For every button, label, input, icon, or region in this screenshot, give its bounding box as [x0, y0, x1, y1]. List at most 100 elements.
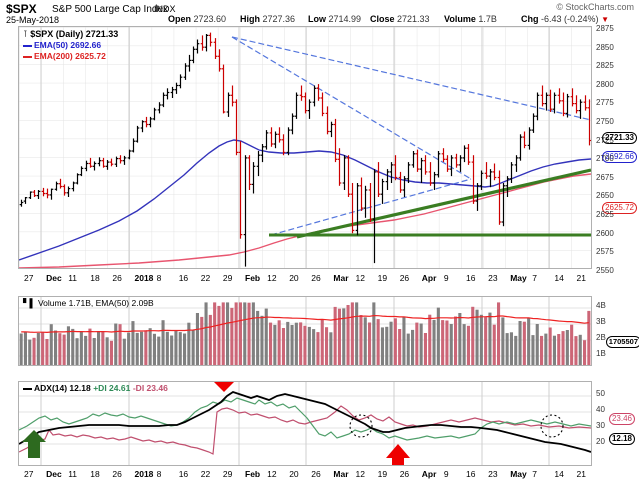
volume-bar — [234, 302, 238, 365]
change-field: Chg -6.43 (-0.24%) ▼ — [521, 14, 609, 24]
ema200-swatch-icon — [23, 55, 32, 58]
volume-bar — [458, 313, 462, 365]
x-axis-tick: 7 — [532, 273, 538, 283]
volume-bar — [303, 325, 307, 365]
volume-bar — [105, 337, 109, 365]
volume-bar — [497, 302, 501, 365]
ohlc-bar — [204, 34, 209, 52]
ohlc-bar — [23, 197, 28, 204]
x-axis-tick: 8 — [156, 469, 162, 479]
volume-bar — [342, 308, 346, 365]
x-axis-tick: 21 — [576, 273, 586, 283]
x-axis-tick: 8 — [156, 273, 162, 283]
ohlc-bar — [174, 82, 179, 94]
volume-bar — [54, 330, 58, 365]
x-axis-tick: 21 — [576, 469, 586, 479]
axis-tick: 2725 — [596, 135, 614, 145]
ohlc-bar — [531, 113, 536, 133]
close-value: 2721.33 — [397, 14, 430, 24]
volume-bar — [350, 302, 354, 365]
ohlc-bar — [363, 185, 368, 218]
x-axis-tick: 18 — [90, 469, 100, 479]
adx-legend-label: ADX(14) 12.18 — [34, 383, 91, 393]
ohlc-bar — [54, 181, 59, 191]
ohlc-bar — [398, 171, 403, 193]
volume-bar — [475, 309, 479, 365]
ohlc-bar — [436, 151, 441, 178]
high-label: High — [240, 14, 260, 24]
ohlc-bar — [234, 99, 239, 156]
x-axis-tick: 12 — [267, 469, 277, 479]
ohlc-bar — [114, 156, 119, 167]
volume-bar — [359, 315, 363, 365]
trendline-blue-lower — [231, 36, 591, 121]
x-axis-tick: 9 — [443, 273, 449, 283]
volume-panel[interactable]: 1705507 ▘▌ Volume 1.71B, EMA(50) 2.09B — [18, 296, 639, 366]
price-panel[interactable]: 2721.33 2692.66 2625.72 ⊺ $SPX (Daily) 2… — [18, 26, 637, 269]
volume-bar — [333, 306, 337, 365]
volume-bar — [544, 333, 548, 365]
x-axis-tick: 23 — [488, 273, 498, 283]
ohlc-bar — [213, 38, 218, 59]
volume-bar — [101, 331, 105, 365]
volume-bar — [363, 317, 367, 365]
volume-bar — [402, 317, 406, 365]
ohlc-bar — [527, 127, 532, 150]
volume-bar — [118, 324, 122, 365]
axis-tick: 20 — [596, 437, 605, 446]
adx-panel[interactable]: 23.46 12.18 ADX(14) 12.18 +DI 24.61 -DI … — [18, 381, 635, 466]
ohlc-bar — [411, 151, 416, 168]
ohlc-bar — [109, 158, 114, 167]
ohlc-bar — [144, 116, 149, 128]
ohlc-bar — [583, 95, 588, 111]
ohlc-bar — [79, 166, 84, 177]
axis-tick: 2775 — [596, 98, 614, 108]
volume-bar — [264, 308, 268, 365]
volume-bar — [393, 318, 397, 365]
ohlc-bar — [226, 92, 231, 117]
open-field: Open 2723.60 — [168, 14, 226, 24]
ohlc-bar — [122, 155, 127, 165]
ohlc-bar — [484, 162, 489, 179]
volume-bar — [251, 302, 255, 365]
open-value: 2723.60 — [193, 14, 227, 24]
volume-bar — [204, 302, 208, 365]
ohlc-bar — [58, 178, 63, 189]
volume-bar — [346, 305, 350, 365]
ohlc-bar — [84, 160, 89, 172]
volume-bar — [320, 319, 324, 365]
x-axis-tick: 27 — [24, 469, 34, 479]
x-axis-tick: 27 — [24, 273, 34, 283]
ohlc-bar — [497, 170, 502, 225]
ohlc-bar — [522, 131, 527, 149]
x-axis-tick: 26 — [112, 273, 122, 283]
volume-bar — [307, 326, 311, 365]
adx-line — [19, 391, 591, 453]
volume-bar — [221, 302, 225, 365]
exchange-label: INDX — [154, 4, 176, 14]
volume-bar — [522, 321, 526, 365]
ohlc-bar — [316, 84, 321, 101]
volume-bar — [290, 325, 294, 365]
volume-bar — [325, 327, 329, 365]
ohlc-bar — [380, 178, 385, 204]
ohlc-bar — [346, 155, 351, 197]
di-crossover-circle-1 — [349, 414, 373, 438]
volume-bar — [518, 321, 522, 365]
volume-bar — [389, 321, 393, 365]
ohlc-bar — [454, 153, 459, 168]
volume-bar — [62, 334, 66, 365]
axis-tick: 2825 — [596, 61, 614, 71]
ohlc-bar — [393, 155, 398, 181]
axis-tick: 2700 — [596, 154, 614, 164]
x-axis-tick: May — [510, 273, 527, 283]
stockcharts-branding: © StockCharts.com — [556, 2, 634, 12]
volume-bar — [587, 310, 591, 365]
pdi-legend-label: +DI 24.61 — [93, 383, 131, 393]
x-axis-tick: 20 — [289, 273, 299, 283]
x-axis-upper: 27 Dec 11 18 26 2018 8 16 22 29 Feb 12 20 26 Mar 12 19 26… — [18, 272, 592, 286]
ohlc-bar — [518, 134, 523, 161]
ema50-swatch-icon — [23, 44, 32, 47]
symbol-ticker: $SPX — [6, 2, 37, 16]
ohlc-bar — [488, 169, 493, 188]
